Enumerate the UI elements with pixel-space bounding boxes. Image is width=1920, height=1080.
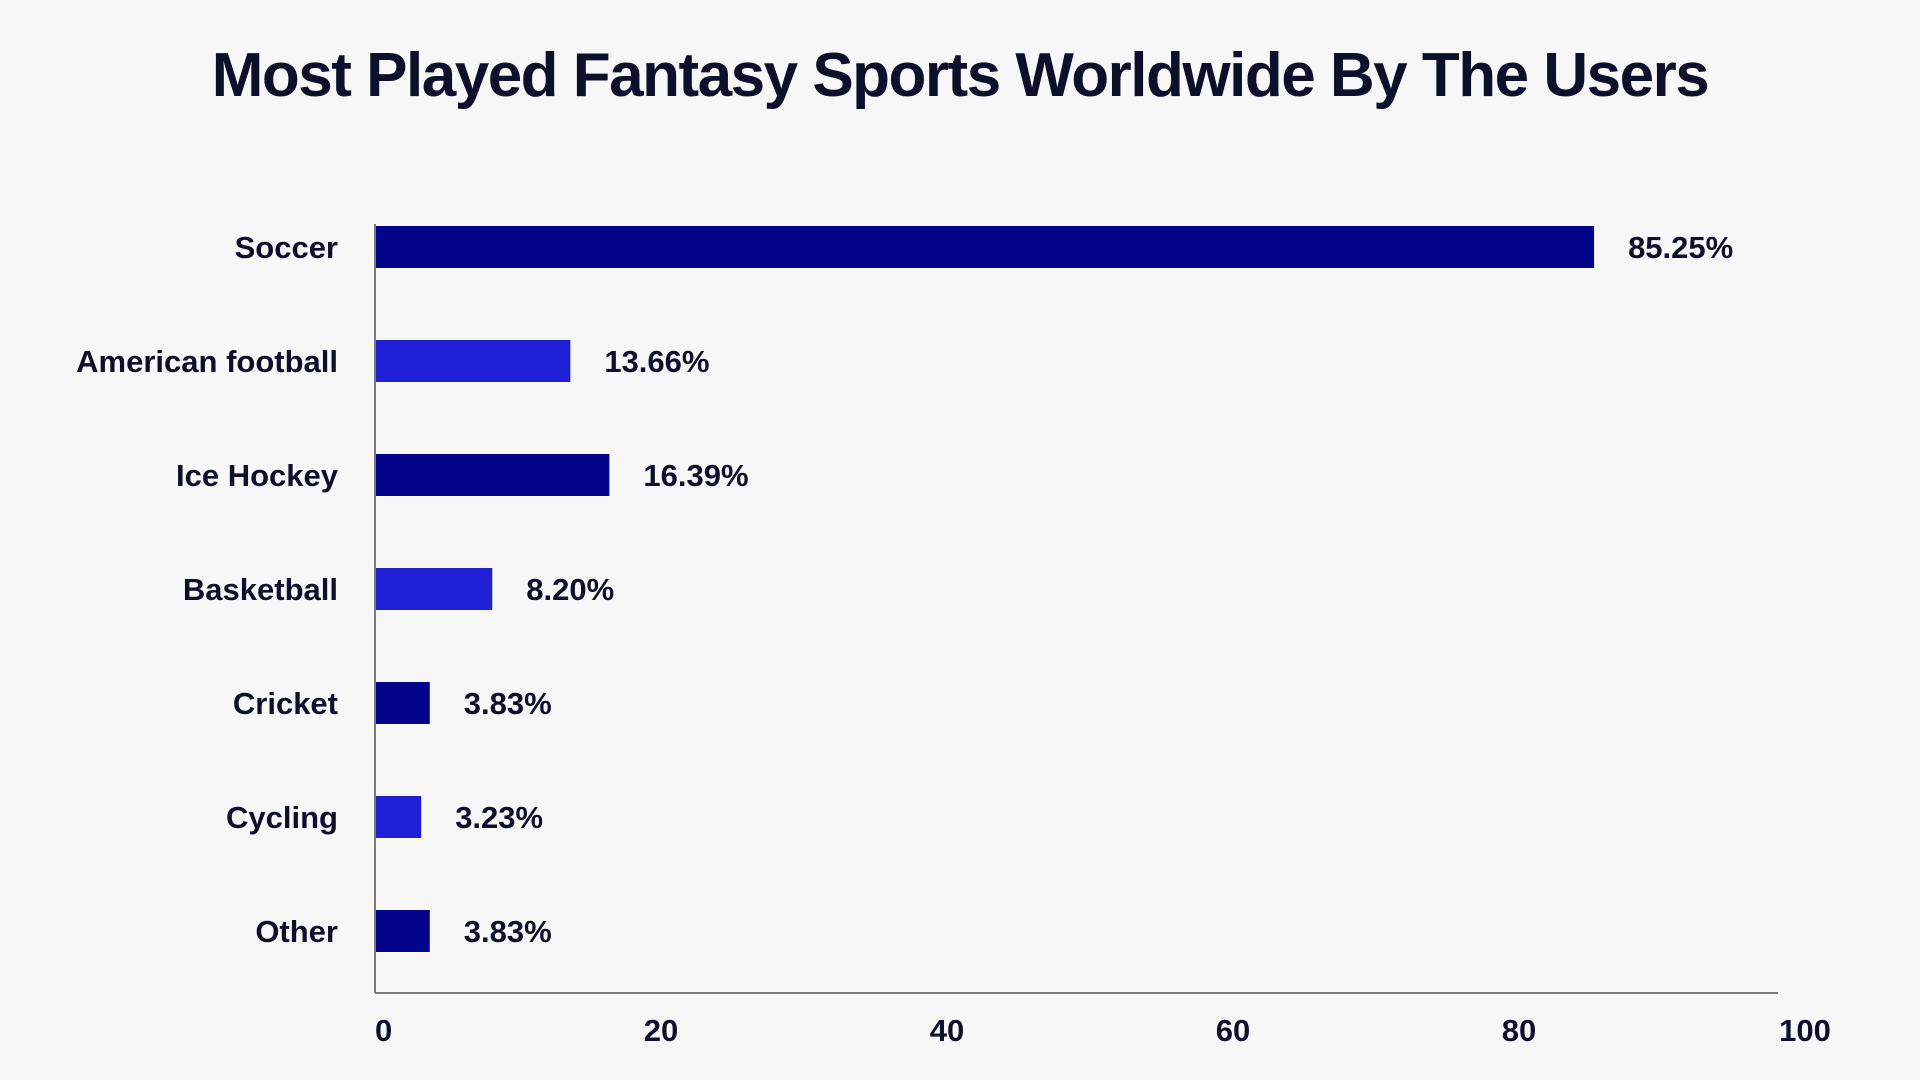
value-label-basketball: 8.20%	[526, 572, 614, 607]
x-tick-label-100: 100	[1779, 1013, 1831, 1048]
category-label-cricket: Cricket	[233, 686, 338, 721]
category-label-ice-hockey: Ice Hockey	[176, 458, 339, 493]
bar-other	[375, 910, 430, 952]
category-label-soccer: Soccer	[235, 230, 338, 265]
x-tick-label-60: 60	[1216, 1013, 1250, 1048]
bar-cricket	[375, 682, 430, 724]
bar-ice-hockey	[375, 454, 610, 496]
value-label-cycling: 3.23%	[455, 800, 543, 835]
bar-soccer	[375, 226, 1595, 268]
value-label-other: 3.83%	[464, 914, 552, 949]
category-label-cycling: Cycling	[226, 800, 338, 835]
bar-cycling	[375, 796, 422, 838]
axis-layer	[374, 224, 1778, 994]
x-tick-label-0: 0	[375, 1013, 392, 1048]
value-label-cricket: 3.83%	[464, 686, 552, 721]
value-label-soccer: 85.25%	[1628, 230, 1733, 265]
x-tick-label-80: 80	[1502, 1013, 1536, 1048]
x-tick-label-20: 20	[644, 1013, 678, 1048]
category-label-basketball: Basketball	[183, 572, 338, 607]
category-label-other: Other	[255, 914, 338, 949]
x-tick-label-40: 40	[930, 1013, 964, 1048]
bar-basketball	[375, 568, 493, 610]
value-label-ice-hockey: 16.39%	[643, 458, 748, 493]
bar-american-football	[375, 340, 571, 382]
labels-layer: Soccer 85.25% American football 13.66% Ice H…	[76, 230, 1831, 1048]
bars-layer	[375, 226, 1595, 952]
chart-title: Most Played Fantasy Sports Worldwide By …	[211, 41, 1710, 110]
value-label-american-football: 13.66%	[604, 344, 709, 379]
category-label-american-football: American football	[76, 344, 338, 379]
